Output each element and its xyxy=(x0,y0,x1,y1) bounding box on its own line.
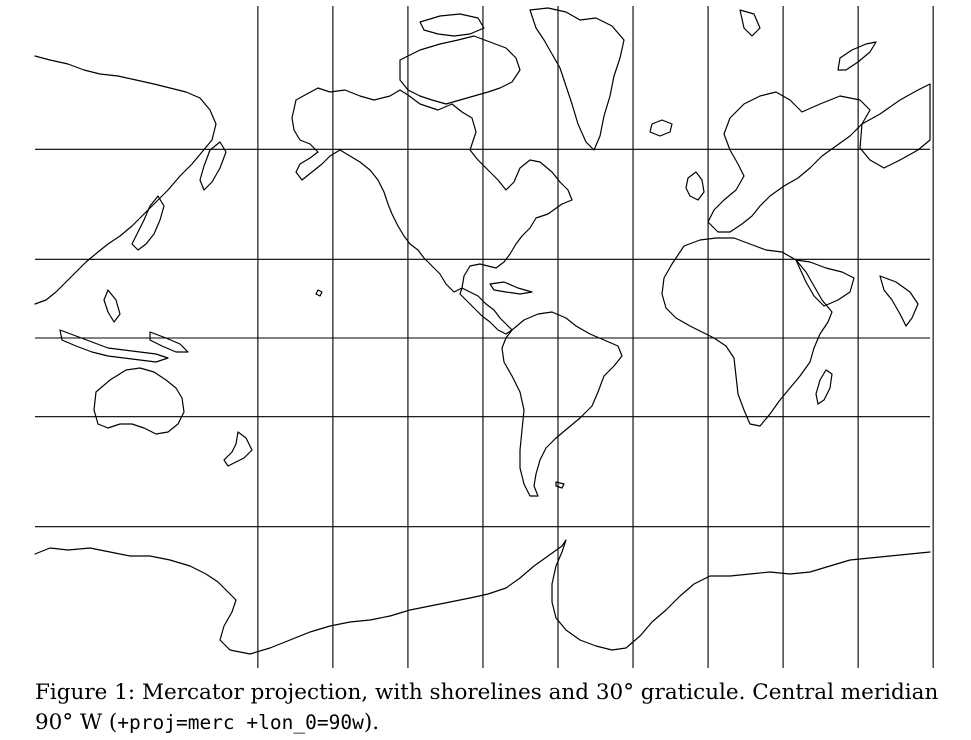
australia-coast xyxy=(93,367,185,435)
arctic-islands-coast-2 xyxy=(419,13,485,37)
caption-end: ). xyxy=(363,710,380,735)
kamchatka-coast xyxy=(199,141,227,191)
figure-caption: Figure 1: Mercator projection, with shor… xyxy=(35,678,950,738)
europe-coast xyxy=(707,91,871,233)
madagascar-coast xyxy=(815,369,833,405)
india-coast xyxy=(879,275,919,327)
caribbean-coast xyxy=(489,281,533,295)
southeast-asia-islands-coast xyxy=(59,329,169,363)
iceland-coast xyxy=(649,119,673,137)
hawaii-coast xyxy=(315,289,323,297)
mercator-map xyxy=(34,6,934,668)
antarctica-coast xyxy=(34,539,931,655)
asia-coast-west xyxy=(34,55,217,305)
central-america-coast xyxy=(459,287,513,335)
british-isles-coast xyxy=(685,171,705,201)
caption-code: +proj=merc +lon_0=90w xyxy=(117,711,364,734)
shorelines xyxy=(34,7,931,655)
falklands-coast xyxy=(555,481,565,489)
north-america-coast xyxy=(291,87,573,293)
arctic-islands-coast xyxy=(399,35,521,105)
asia-coast-east xyxy=(859,83,931,169)
arabia-coast xyxy=(795,259,855,307)
greenland-coast xyxy=(529,7,625,151)
south-america-coast xyxy=(501,311,623,497)
japan-coast xyxy=(131,195,165,251)
svalbard-coast xyxy=(739,9,761,37)
graticule xyxy=(35,6,934,668)
new-zealand-coast xyxy=(223,431,253,467)
novaya-zemlya-coast xyxy=(837,41,877,71)
philippines-coast xyxy=(103,289,121,323)
caption-text: Figure 1: Mercator projection, with shor… xyxy=(35,680,939,735)
new-guinea-coast xyxy=(149,331,189,353)
africa-coast xyxy=(661,237,833,427)
